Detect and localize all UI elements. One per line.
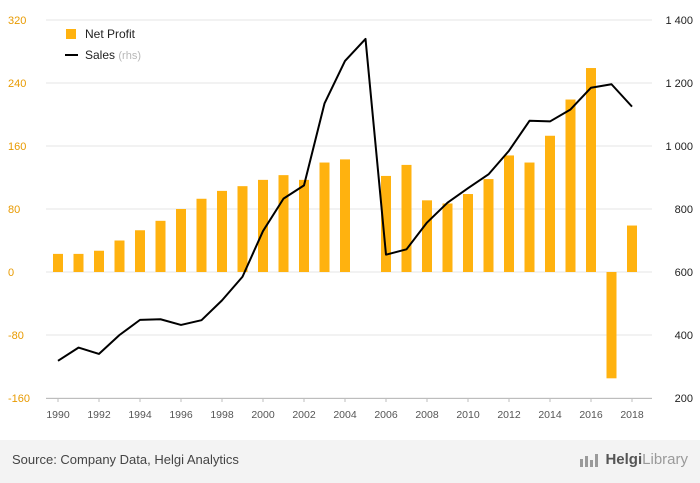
legend-sales-label: Sales (rhs)	[85, 48, 141, 62]
x-axis-tick-label: 1990	[46, 409, 70, 421]
net-profit-bar	[483, 179, 494, 272]
net-profit-bar	[53, 253, 63, 272]
left-axis-tick-label: 80	[8, 204, 20, 216]
x-axis-tick-label: 2014	[538, 409, 562, 421]
x-axis-tick-label: 1998	[210, 409, 234, 421]
legend-sales-suffix: (rhs)	[118, 50, 141, 62]
brand-logo: HelgiLibrary	[579, 451, 688, 468]
net-profit-bar	[94, 250, 104, 272]
right-axis-tick-label: 600	[675, 267, 693, 279]
right-axis-tick-label: 200	[675, 393, 693, 405]
net-profit-bar	[73, 253, 84, 272]
net-profit-bar	[627, 225, 637, 272]
left-axis-tick-label: 320	[8, 15, 26, 27]
net-profit-bar	[586, 68, 596, 272]
sales-line	[57, 37, 633, 362]
x-axis-tick-label: 2018	[620, 409, 644, 421]
net-profit-bar	[524, 162, 535, 272]
net-profit-bar	[278, 175, 289, 272]
x-axis-tick-label: 2006	[374, 409, 398, 421]
sales-line-layer	[57, 37, 633, 362]
x-axis-tick-label: 1992	[87, 409, 111, 421]
right-axis-tick-label: 1 400	[665, 15, 693, 27]
x-axis-tick-label: 2016	[579, 409, 603, 421]
left-axis-tick-label: 0	[8, 267, 14, 279]
legend-net-profit-swatch	[66, 29, 76, 39]
net-profit-bar	[196, 198, 207, 272]
left-axis-tick-label: -80	[8, 330, 24, 342]
x-axis-tick-label: 1994	[128, 409, 152, 421]
net-profit-bar	[155, 220, 166, 272]
axes: 320 1 400 240 1 200 160 1 000 80 800 0 600 -80 400 -…	[8, 15, 693, 421]
brand-icon	[579, 453, 601, 468]
left-axis-tick-label: 240	[8, 78, 26, 90]
net-profit-bar	[217, 190, 227, 272]
net-profit-bar	[299, 179, 309, 272]
net-profit-bar	[606, 272, 617, 379]
right-axis-tick-label: 1 200	[665, 78, 693, 90]
net-profit-bar	[114, 240, 125, 272]
brand-main: Helgi	[605, 451, 643, 468]
brand-sub: Library	[642, 451, 688, 468]
net-profit-bars	[53, 68, 637, 379]
right-axis-tick-label: 400	[675, 330, 693, 342]
left-axis-tick-label: -160	[8, 393, 30, 405]
x-axis-tick-label: 2002	[292, 409, 316, 421]
left-axis-tick-label: 160	[8, 141, 26, 153]
legend-net-profit-label: Net Profit	[85, 27, 136, 41]
footer: Source: Company Data, Helgi Analytics He…	[0, 440, 700, 483]
source-note: Source: Company Data, Helgi Analytics	[12, 452, 239, 467]
net-profit-bar	[258, 179, 268, 272]
net-profit-bar	[340, 159, 350, 272]
x-axis-tick-label: 2000	[251, 409, 275, 421]
x-axis-tick-label: 1996	[169, 409, 193, 421]
net-profit-bar	[442, 203, 453, 272]
net-profit-bar	[176, 209, 186, 272]
x-axis-tick-label: 2010	[456, 409, 480, 421]
net-profit-bar	[422, 200, 432, 272]
net-profit-bar	[381, 175, 391, 272]
net-profit-bar	[135, 230, 145, 272]
right-axis-tick-label: 1 000	[665, 141, 693, 153]
x-axis-tick-label: 2008	[415, 409, 439, 421]
x-axis-tick-label: 2004	[333, 409, 357, 421]
net-profit-bar	[545, 135, 555, 272]
net-profit-bar	[319, 162, 330, 272]
net-profit-bar	[237, 186, 248, 272]
net-profit-bar	[401, 164, 412, 272]
net-profit-bar	[504, 155, 514, 272]
legend: Net Profit Sales (rhs)	[65, 27, 141, 62]
net-profit-bar	[463, 194, 473, 272]
right-axis-tick-label: 800	[675, 204, 693, 216]
chart-plot: 320 1 400 240 1 200 160 1 000 80 800 0 600 -80 400 -…	[8, 15, 693, 421]
net-profit-bar	[565, 99, 576, 272]
x-axis-tick-label: 2012	[497, 409, 521, 421]
